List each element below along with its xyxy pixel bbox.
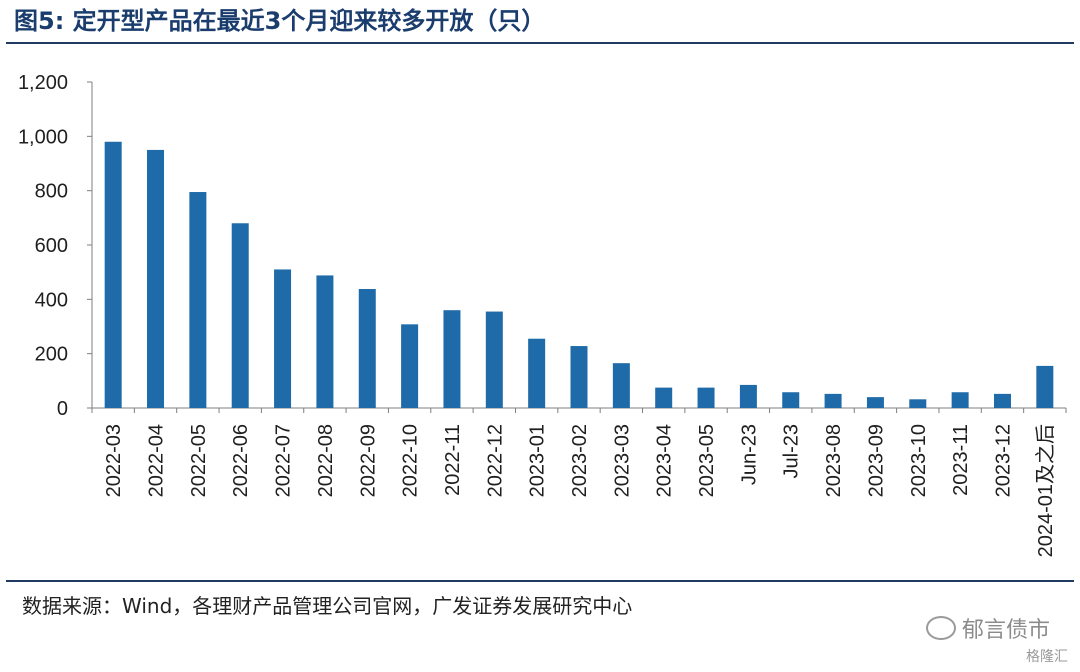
y-tick-label: 1,200 bbox=[18, 72, 68, 94]
bar bbox=[443, 310, 461, 408]
x-tick-label: 2022-04 bbox=[146, 424, 168, 497]
bar bbox=[824, 393, 842, 408]
y-tick-label: 1,000 bbox=[18, 126, 68, 148]
x-tick-label: 2022-06 bbox=[230, 424, 252, 497]
y-tick-label: 600 bbox=[35, 235, 68, 257]
bar bbox=[485, 311, 503, 408]
chart-title: 图5: 定开型产品在最近3个月迎来较多开放（只） bbox=[14, 7, 546, 35]
x-tick-label: 2023-01 bbox=[527, 424, 549, 497]
watermark: 郁言债市 bbox=[925, 612, 1050, 644]
x-tick-label: 2023-04 bbox=[654, 424, 676, 497]
bar bbox=[739, 384, 757, 408]
bar bbox=[655, 387, 673, 408]
x-tick-label: 2023-03 bbox=[611, 424, 633, 497]
x-tick-label: 2022-09 bbox=[357, 424, 379, 497]
bar bbox=[231, 223, 249, 408]
bar bbox=[782, 392, 800, 408]
x-tick-label: 2022-11 bbox=[442, 424, 464, 496]
source-divider bbox=[6, 580, 1074, 582]
bar bbox=[612, 363, 630, 408]
y-tick-label: 800 bbox=[35, 181, 68, 203]
chart-title-area: 图5: 定开型产品在最近3个月迎来较多开放（只） bbox=[14, 2, 1074, 42]
bar bbox=[528, 338, 546, 408]
bar bbox=[866, 397, 884, 408]
x-tick-label: 2023-10 bbox=[908, 424, 930, 497]
x-tick-label: 2023-08 bbox=[823, 424, 845, 497]
bar bbox=[993, 393, 1011, 408]
wechat-icon bbox=[925, 616, 956, 640]
bar bbox=[147, 149, 165, 408]
bar bbox=[401, 324, 419, 408]
gelonghui-logo: 格隆汇 bbox=[1026, 649, 1068, 665]
source-note: 数据来源：Wind，各理财产品管理公司官网，广发证券发展研究中心 bbox=[22, 594, 633, 618]
y-tick-label: 0 bbox=[57, 398, 68, 420]
bar bbox=[358, 289, 376, 408]
x-tick-label: 2022-05 bbox=[188, 424, 210, 497]
x-tick-label: Jul-23 bbox=[781, 424, 803, 478]
x-tick-label: 2023-02 bbox=[569, 424, 591, 497]
y-tick-label: 200 bbox=[35, 344, 68, 366]
x-tick-label: 2023-12 bbox=[992, 424, 1014, 497]
bar-chart: 0 200 400 600 800 1,000 1,200 2022-03 2022-04 202… bbox=[18, 72, 1067, 557]
bar bbox=[274, 269, 292, 408]
x-tick-label: 2023-11 bbox=[950, 424, 972, 496]
bar bbox=[104, 141, 122, 408]
y-tick-label: 400 bbox=[35, 289, 68, 311]
title-divider bbox=[6, 42, 1074, 44]
bar bbox=[697, 387, 715, 408]
bar bbox=[909, 399, 927, 408]
x-tick-label: 2023-09 bbox=[865, 424, 887, 497]
x-tick-label: 2024-01及之后 bbox=[1034, 424, 1057, 557]
x-tick-label: 2023-05 bbox=[696, 424, 718, 497]
bar bbox=[316, 275, 334, 408]
watermark-text: 郁言债市 bbox=[961, 618, 1050, 643]
bar bbox=[1036, 365, 1054, 408]
x-tick-label: 2022-03 bbox=[103, 424, 125, 497]
bar bbox=[189, 192, 207, 408]
bar bbox=[570, 346, 588, 408]
x-tick-label: 2022-10 bbox=[400, 424, 422, 497]
x-tick-label: 2022-07 bbox=[273, 424, 295, 497]
bar bbox=[951, 392, 969, 408]
x-tick-label: 2022-08 bbox=[315, 424, 337, 497]
x-tick-label: Jun-23 bbox=[738, 424, 760, 485]
x-tick-label: 2022-12 bbox=[484, 424, 506, 497]
